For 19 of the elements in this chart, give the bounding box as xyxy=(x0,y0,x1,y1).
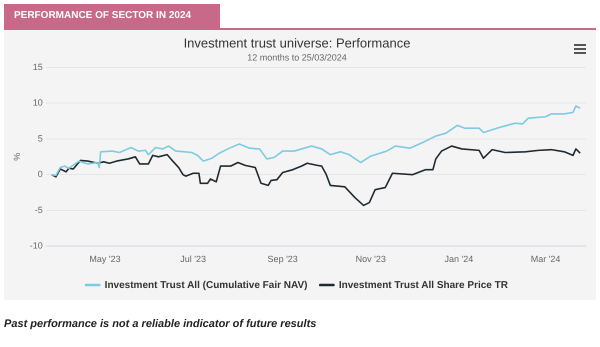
chart-subtitle: 12 months to 25/03/2024 xyxy=(247,52,347,62)
text: PERFORMANCE OF SECTOR IN 2024 xyxy=(4,4,220,28)
y-tick-label: -10 xyxy=(30,240,43,251)
x-tick-label: Mar '24 xyxy=(530,254,560,264)
y-tick-label: 0 xyxy=(38,169,43,180)
x-tick-label: Jan '24 xyxy=(444,254,474,264)
x-tick-label: May '23 xyxy=(89,254,121,264)
text: Past performance is not a reliable indicator of future results xyxy=(4,318,316,330)
x-tick-label: Sep '23 xyxy=(268,254,298,264)
legend-label: Investment Trust All (Cumulative Fair NAV) xyxy=(104,280,308,291)
y-axis-title: % xyxy=(12,152,22,161)
chart-title: Investment trust universe: Performance xyxy=(184,35,410,50)
x-tick-label: Jul '23 xyxy=(180,254,206,264)
y-tick-label: -5 xyxy=(34,204,43,215)
y-tick-label: 15 xyxy=(32,62,43,72)
x-tick-label: Nov '23 xyxy=(356,254,386,264)
legend-label: Investment Trust All Share Price TR xyxy=(338,280,509,291)
y-tick-label: 5 xyxy=(38,133,43,144)
y-tick-label: 10 xyxy=(32,98,43,108)
